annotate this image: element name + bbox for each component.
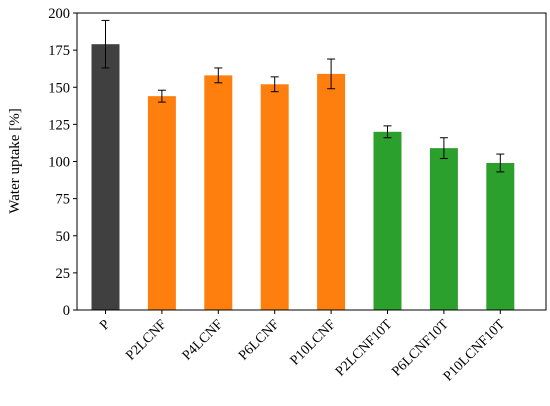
x-tick-label: P6LCNF bbox=[236, 317, 283, 364]
y-tick-label: 0 bbox=[63, 303, 70, 319]
axes-frame bbox=[76, 12, 547, 311]
bar bbox=[486, 162, 515, 310]
x-ticks-layer: P P2LCNF P4LCNF P6LCNF P10LCNFP2LCNF10TP6LCN… bbox=[97, 310, 508, 384]
bar bbox=[147, 96, 176, 310]
y-axis-label: Water uptake [%] bbox=[7, 108, 23, 213]
bar bbox=[373, 131, 402, 310]
x-tick-label: P2LCNF bbox=[123, 317, 170, 364]
y-tick-label: 150 bbox=[48, 80, 70, 96]
y-tick-label: 200 bbox=[48, 6, 70, 22]
x-tick-label: P4LCNF bbox=[180, 317, 227, 364]
y-tick-label: 50 bbox=[56, 229, 71, 245]
bar bbox=[91, 44, 120, 311]
y-tick-label: 25 bbox=[56, 266, 71, 282]
bar bbox=[317, 73, 346, 310]
x-tick-label: P bbox=[97, 317, 113, 333]
x-tick-label: P10LCNF10T bbox=[441, 317, 509, 385]
bar bbox=[260, 84, 289, 310]
y-tick-label: 100 bbox=[48, 155, 70, 171]
x-tick-label: P10LCNF bbox=[288, 317, 339, 368]
bars-layer bbox=[91, 44, 515, 311]
error-bars-layer bbox=[101, 19, 505, 173]
y-ticks-layer: 0 25 50 75 100 125 150 175 200 bbox=[48, 6, 77, 319]
bar bbox=[204, 75, 233, 311]
x-tick-label: P2LCNF10T bbox=[333, 317, 396, 380]
y-tick-label: 75 bbox=[56, 192, 71, 208]
x-tick-label: P6LCNF10T bbox=[389, 317, 452, 380]
bar bbox=[429, 148, 458, 310]
y-tick-label: 125 bbox=[48, 117, 70, 133]
y-tick-label: 175 bbox=[48, 43, 70, 59]
